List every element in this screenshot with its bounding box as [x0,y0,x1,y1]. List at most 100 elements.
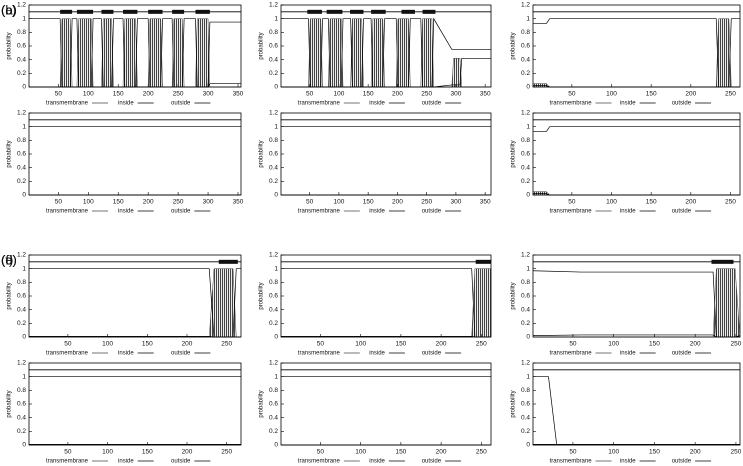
prob-line [532,270,740,338]
panel-label: (e) [1,252,17,267]
legend-label: inside [620,459,636,465]
x-tick-label: 100 [608,449,619,456]
legend-label: inside [118,101,134,107]
y-tick-label: 0.8 [521,29,530,36]
y-tick-label: 1 [526,265,530,272]
y-tick-label: 0.8 [17,279,26,286]
x-tick-label: 200 [143,199,154,206]
x-tick-label: 200 [690,341,701,348]
y-tick-label: 0.2 [17,428,26,435]
x-tick-label: 50 [64,449,72,456]
panel-label: (a) [1,2,17,17]
y-tick-label: 0.8 [269,29,278,36]
y-tick-label: 0.8 [17,387,26,394]
y-tick-label: 1.2 [269,2,278,9]
legend-label: inside [118,459,134,465]
y-tick-label: 1 [274,15,278,22]
plot-frame [280,4,492,88]
x-tick-label: 50 [317,341,325,348]
y-axis-label: probability [7,390,13,417]
plot: probability 0 0.2 0.4 0.6 0.8 1 1.2 50 100 150 200 2… [7,110,244,215]
plot: probability 0 0.2 0.4 0.6 0.8 1 1.2 50 100 150 200 2… [259,110,492,215]
y-axis-label: probability [7,140,13,167]
x-tick-label: 200 [685,199,696,206]
x-tick-label: 200 [392,199,403,206]
y-tick-label: 1 [526,123,530,130]
y-tick-label: 0.2 [269,428,278,435]
legend-label: inside [369,351,385,357]
x-tick-label: 350 [480,91,491,98]
y-tick-label: 0.2 [521,428,530,435]
legend-label: inside [118,351,134,357]
x-tick-label: 200 [182,449,193,456]
prob-line [533,18,740,88]
y-tick-label: 1 [526,15,530,22]
x-tick-label: 350 [480,199,491,206]
tm-segment [711,259,734,264]
y-tick-label: 0.4 [17,56,26,63]
x-tick-label: 50 [306,199,314,206]
y-tick-label: 1.2 [521,2,530,9]
x-tick-label: 150 [113,199,124,206]
y-tick-label: 0 [22,84,26,91]
tm-segment [326,9,343,14]
legend-label: inside [620,101,636,107]
y-tick-label: 1 [274,265,278,272]
tm-segment [475,259,491,264]
x-tick-label: 200 [143,91,154,98]
y-tick-label: 1.2 [521,360,530,367]
x-tick-label: 150 [142,341,153,348]
x-tick-label: 100 [606,199,617,206]
tm-segment [172,9,185,14]
plot-frame [28,254,242,338]
tm-area [281,268,492,338]
y-tick-label: 0.2 [521,178,530,185]
legend-label: transmembrane [46,101,89,107]
x-tick-label: 300 [203,199,214,206]
y-tick-label: 0 [526,334,530,341]
y-tick-label: 0.6 [269,43,278,50]
y-tick-label: 0 [22,192,26,199]
tm-segment [76,9,94,14]
y-tick-label: 0.2 [17,178,26,185]
legend-label: outside [171,101,191,107]
x-tick-label: 100 [333,199,344,206]
plot-frame [280,112,492,196]
y-tick-label: 1.2 [521,110,530,117]
x-tick-label: 200 [685,91,696,98]
tm-area [532,191,740,196]
y-tick-label: 1.2 [17,252,26,259]
x-tick-label: 250 [476,341,487,348]
x-tick-label: 50 [569,341,577,348]
y-tick-label: 0.6 [521,293,530,300]
y-axis-label: probability [259,140,265,167]
prob-line [533,126,740,132]
y-tick-label: 1.2 [269,110,278,117]
y-tick-label: 0 [22,442,26,449]
y-tick-label: 0.6 [17,401,26,408]
tm-segment [218,259,238,264]
legend-label: transmembrane [550,209,593,215]
y-tick-label: 1.2 [269,252,278,259]
y-tick-label: 1 [22,15,26,22]
legend-label: transmembrane [298,351,341,357]
plot: (d) probability 0 0.2 0.4 0.6 0.8 1 1.2 50 100 150 2… [1,252,242,357]
plot-frame [28,362,242,446]
y-tick-label: 1.2 [17,110,26,117]
y-tick-label: 0 [274,442,278,449]
legend-label: outside [171,459,191,465]
y-tick-label: 0.4 [269,164,278,171]
x-tick-label: 150 [363,91,374,98]
y-tick-label: 0.8 [521,387,530,394]
x-tick-label: 200 [392,91,403,98]
legend-label: transmembrane [550,101,593,107]
tm-segment [101,9,114,14]
x-tick-label: 150 [142,449,153,456]
y-axis-label: probability [259,390,265,417]
y-tick-label: 0.2 [17,70,26,77]
y-tick-label: 0.6 [17,293,26,300]
